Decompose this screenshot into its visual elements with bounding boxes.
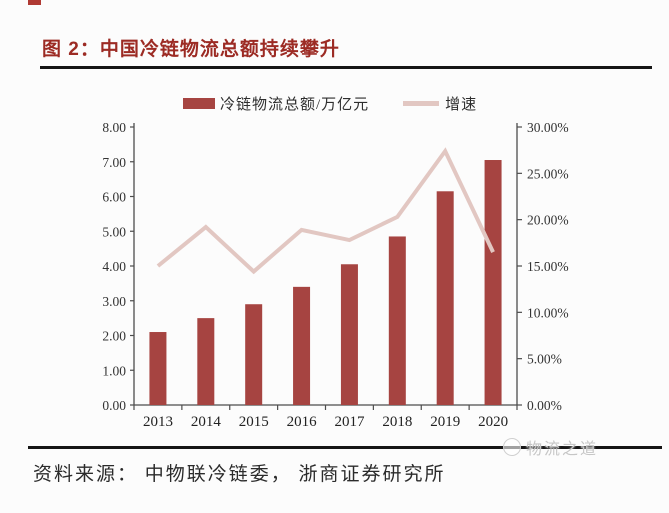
bar-2017: [340, 264, 358, 405]
left-axis-tick-label: 2.00: [102, 329, 126, 344]
figure-title: 图 2：中国冷链物流总额持续攀升: [42, 39, 340, 60]
left-axis-tick-label: 7.00: [102, 155, 126, 170]
x-axis-label-2015: 2015: [239, 414, 269, 430]
source-attribution: 资料来源： 中物联冷链委， 浙商证券研究所: [33, 464, 446, 485]
left-axis-tick-label: 5.00: [102, 224, 126, 239]
right-axis-tick-label: 10.00%: [527, 305, 569, 320]
bar-2019: [436, 191, 454, 405]
watermark-text: 物流之道: [526, 441, 599, 458]
x-axis-label-2017: 2017: [334, 414, 365, 430]
corner-red-mark: [28, 0, 41, 5]
left-axis-tick-label: 3.00: [102, 294, 126, 309]
legend-bar-swatch: [183, 97, 215, 109]
x-axis-label-2019: 2019: [430, 414, 460, 430]
left-axis-tick-label: 6.00: [102, 190, 126, 205]
footer-divider-rule: [28, 446, 662, 449]
left-axis-tick-label: 1.00: [102, 363, 126, 378]
left-axis-tick-label: 8.00: [102, 120, 126, 135]
bar-2020: [484, 160, 502, 405]
right-axis-tick-label: 20.00%: [527, 213, 569, 228]
bar-2014: [197, 318, 215, 405]
x-axis-label-2013: 2013: [143, 414, 173, 430]
watermark: 物流之道: [503, 437, 599, 458]
bar-2016: [293, 286, 311, 405]
right-axis-tick-label: 0.00%: [527, 398, 562, 413]
x-axis-label-2020: 2020: [478, 414, 508, 430]
x-axis-label-2016: 2016: [287, 414, 318, 430]
bar-2013: [149, 332, 167, 405]
watermark-logo-icon: [503, 438, 521, 456]
x-axis-label-2014: 2014: [191, 414, 222, 430]
right-axis-tick-label: 15.00%: [527, 259, 569, 274]
x-axis-label-2018: 2018: [382, 414, 412, 430]
bar-2015: [245, 304, 263, 405]
growth-rate-line: [156, 147, 495, 275]
bar-2018: [388, 236, 406, 405]
legend-line-swatch: [403, 100, 440, 106]
title-divider-rule: [40, 66, 652, 69]
left-axis-tick-label: 0.00: [102, 398, 126, 413]
combo-chart: 0.00 1.00 2.00 3.00 4.00 5.00 6.00 7.00 8.00 0.00…: [102, 120, 569, 430]
right-axis-tick-label: 25.00%: [527, 166, 569, 181]
right-axis-tick-label: 30.00%: [527, 120, 569, 135]
left-axis-tick-label: 4.00: [102, 259, 126, 274]
right-axis-tick-label: 5.00%: [527, 352, 562, 367]
legend-bar-label: 冷链物流总额/万亿元: [220, 96, 370, 113]
chart-legend: 冷链物流总额/万亿元 增速: [183, 94, 478, 113]
legend-line-label: 增速: [445, 96, 478, 113]
